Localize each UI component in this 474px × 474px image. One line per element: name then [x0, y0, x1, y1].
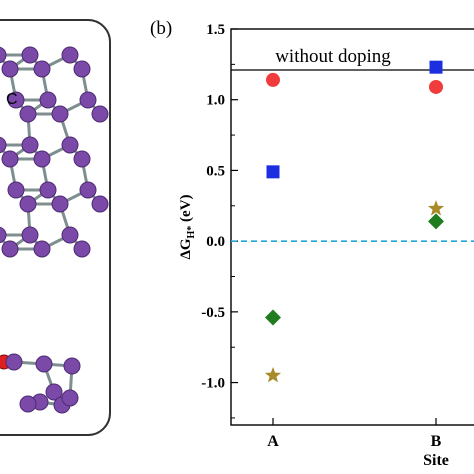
y-axis-title-unit: (eV)	[178, 194, 194, 225]
atom	[51, 195, 69, 213]
y-tick-label: 0.5	[206, 163, 225, 179]
y-axis: 1.5 1.0 0.5 0.0 -0.5 -1.0	[201, 22, 238, 419]
data-point-circle	[266, 72, 280, 87]
atom	[21, 46, 39, 64]
atom	[19, 105, 37, 123]
data-point-diamond	[428, 213, 444, 230]
atom	[39, 181, 57, 199]
atom	[19, 395, 37, 413]
panel-label: (b)	[150, 18, 172, 39]
x-tick-label: A	[267, 433, 279, 450]
y-tick-label: 1.5	[206, 22, 225, 38]
atom	[91, 105, 109, 123]
data-point-star	[427, 200, 445, 216]
y-tick-label: -1.0	[201, 376, 225, 392]
y-tick-label: -0.5	[201, 305, 225, 321]
y-tick-label: 1.0	[206, 93, 225, 109]
atom	[61, 136, 79, 154]
atom-lattice	[0, 46, 109, 258]
atom	[7, 91, 25, 109]
atom	[61, 226, 79, 244]
atom	[1, 60, 19, 78]
atom	[61, 389, 79, 407]
x-tick-label: B	[431, 433, 442, 450]
y-axis-title-main: ΔG	[178, 238, 194, 259]
data-point-circle	[429, 79, 443, 94]
atom	[33, 60, 51, 78]
atom	[1, 240, 19, 258]
atom	[21, 226, 39, 244]
atom	[91, 195, 109, 213]
atom	[33, 150, 51, 168]
x-axis-title: Site	[423, 452, 449, 469]
atom	[33, 240, 51, 258]
reference-label: without doping	[275, 46, 391, 67]
atom	[73, 150, 91, 168]
atom	[7, 181, 25, 199]
atom-label-c: C	[6, 91, 18, 108]
atom	[39, 91, 57, 109]
atom	[0, 46, 7, 64]
data-point-square	[429, 60, 443, 74]
atom	[19, 195, 37, 213]
y-axis-title-sub: H*	[186, 226, 197, 239]
atom	[63, 357, 81, 375]
atom	[35, 355, 53, 373]
data-point-star	[264, 367, 282, 383]
side-view-structure	[0, 353, 81, 414]
atom	[5, 353, 23, 371]
atom	[73, 60, 91, 78]
atom	[61, 46, 79, 64]
y-tick-label: 0.0	[206, 234, 225, 250]
data-point-diamond	[265, 309, 281, 326]
atom	[79, 91, 97, 109]
y-axis-title: ΔGH* (eV)	[178, 194, 197, 259]
data-point-square	[266, 165, 280, 179]
structure-frame	[0, 19, 111, 436]
atom	[45, 383, 63, 401]
data-points	[264, 60, 445, 383]
structure-panel: C	[0, 19, 111, 436]
atom	[1, 150, 19, 168]
plot-frame	[230, 28, 474, 426]
atom	[21, 136, 39, 154]
atom	[79, 181, 97, 199]
atom	[0, 226, 7, 244]
atom	[73, 240, 91, 258]
atom	[0, 136, 7, 154]
atom	[51, 105, 69, 123]
